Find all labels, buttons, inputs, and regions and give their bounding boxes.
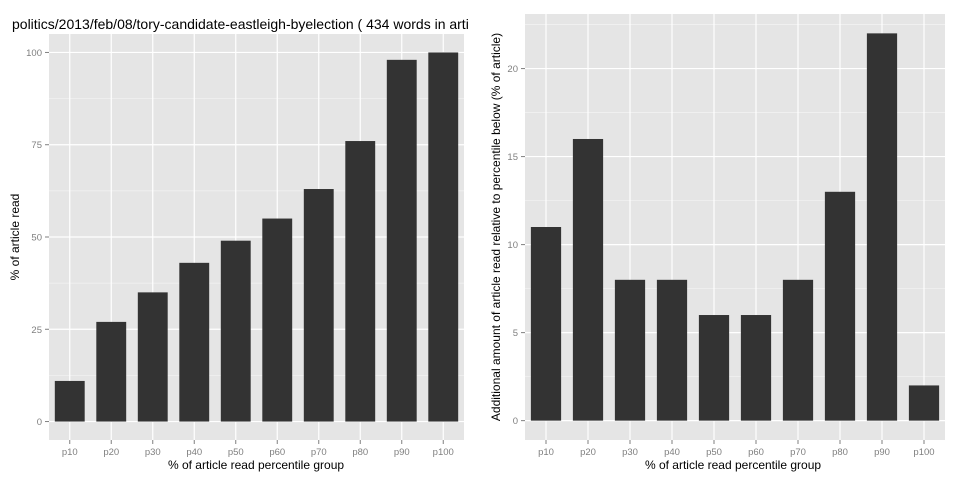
left-bar-p90 — [386, 59, 417, 422]
left-bar-p10 — [54, 380, 85, 422]
right-y-tick-label: 10 — [507, 240, 518, 251]
right-x-tick-label: p80 — [832, 447, 848, 458]
right-bar-p50 — [698, 315, 730, 421]
right-y-tick-label: 15 — [507, 152, 518, 163]
right-y-tick-label: 0 — [513, 416, 518, 427]
right-bar-p100 — [908, 385, 940, 421]
left-bar-p70 — [303, 189, 334, 422]
left-x-tick-label: p90 — [394, 447, 410, 458]
left-bar-p60 — [262, 218, 293, 422]
right-bar-p90 — [866, 33, 898, 421]
right-x-tick-label: p20 — [580, 447, 596, 458]
right-bar-p10 — [530, 227, 562, 421]
left-y-tick-label: 25 — [31, 325, 42, 336]
left-y-tick-label: 0 — [37, 417, 42, 428]
right-x-tick-label: p60 — [748, 447, 764, 458]
left-bar-p50 — [220, 240, 251, 422]
left-bar-p30 — [137, 292, 168, 422]
left-y-tick-label: 50 — [31, 233, 42, 244]
left-x-tick-label: p100 — [433, 447, 454, 458]
left-x-tick-label: p70 — [311, 447, 327, 458]
left-chart-x-axis-label: % of article read percentile group — [168, 458, 344, 472]
left-x-tick-label: p60 — [269, 447, 285, 458]
right-bar-p80 — [824, 191, 856, 421]
right-chart-x-axis-label: % of article read percentile group — [645, 458, 821, 472]
left-x-tick-label: p20 — [103, 447, 119, 458]
left-chart-panel: 0 25 50 75 100 p10 p20 p30 p40 p50 p60 p70 p80 p90 p10… — [26, 34, 464, 458]
right-bar-p30 — [614, 279, 646, 421]
left-bar-p100 — [428, 52, 459, 422]
right-x-tick-label: p50 — [706, 447, 722, 458]
left-bar-p20 — [96, 321, 127, 422]
right-bar-p70 — [782, 279, 814, 421]
left-bar-p40 — [179, 262, 210, 422]
right-x-tick-label: p70 — [790, 447, 806, 458]
right-x-tick-label: p10 — [538, 447, 554, 458]
right-x-tick-label: p40 — [664, 447, 680, 458]
left-bar-p80 — [345, 141, 376, 422]
right-x-tick-label: p30 — [622, 447, 638, 458]
left-x-tick-label: p30 — [145, 447, 161, 458]
left-chart-y-axis-label: % of article read — [8, 194, 22, 281]
right-bar-p60 — [740, 315, 772, 421]
left-x-tick-label: p10 — [62, 447, 78, 458]
right-chart-panel: 0 5 10 15 20 p10 p20 p30 p40 p50 p60 p70 p80 p90 p100 — [507, 14, 945, 458]
right-x-tick-label: p90 — [874, 447, 890, 458]
left-x-tick-label: p40 — [186, 447, 202, 458]
right-x-tick-label: p100 — [913, 447, 934, 458]
right-bar-p40 — [656, 279, 688, 421]
right-bar-p20 — [572, 138, 604, 421]
left-y-tick-label: 100 — [26, 48, 42, 59]
right-y-tick-label: 5 — [513, 328, 518, 339]
left-chart-title: politics/2013/feb/08/tory-candidate-east… — [12, 16, 469, 32]
left-y-tick-label: 75 — [31, 140, 42, 151]
right-chart-y-axis-label: Additional amount of article read relati… — [489, 33, 503, 421]
left-x-tick-label: p80 — [352, 447, 368, 458]
right-y-tick-label: 20 — [507, 64, 518, 75]
left-x-tick-label: p50 — [228, 447, 244, 458]
